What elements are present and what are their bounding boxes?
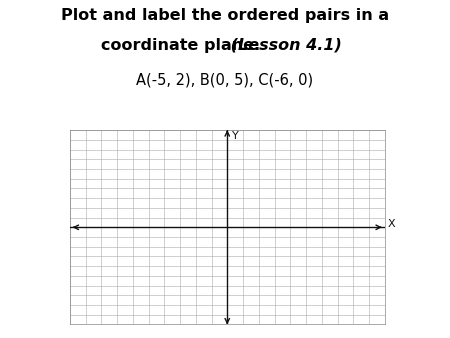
- Text: Y: Y: [232, 131, 239, 141]
- Text: A(-5, 2), B(0, 5), C(-6, 0): A(-5, 2), B(0, 5), C(-6, 0): [136, 73, 314, 88]
- Text: X: X: [388, 219, 396, 229]
- Text: coordinate plane.: coordinate plane.: [100, 38, 260, 53]
- Text: Plot and label the ordered pairs in a: Plot and label the ordered pairs in a: [61, 8, 389, 23]
- Text: (Lesson 4.1): (Lesson 4.1): [225, 38, 342, 53]
